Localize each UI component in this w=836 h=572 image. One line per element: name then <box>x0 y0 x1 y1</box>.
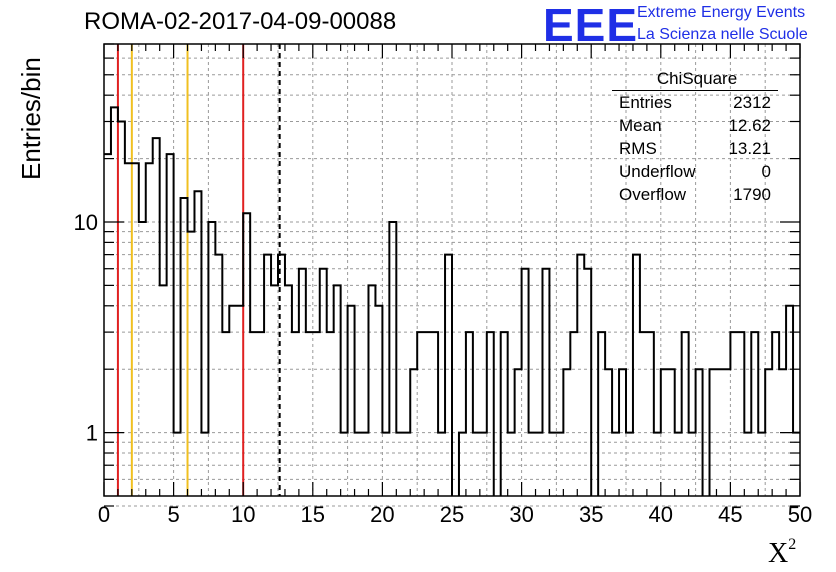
stats-value: 1790 <box>733 185 771 204</box>
x-tick-label: 25 <box>440 502 464 527</box>
stats-row-entries: Entries 2312 <box>612 91 778 114</box>
x-axis-label: X2 <box>768 536 797 570</box>
stats-row-underflow: Underflow 0 <box>612 160 778 183</box>
eee-logo: EEE <box>543 0 639 51</box>
histogram-series <box>104 106 800 496</box>
y-axis-label: Entries/bin <box>16 57 46 180</box>
chart-title: ROMA-02-2017-04-09-00088 <box>84 8 397 35</box>
stats-label: Mean <box>619 116 662 135</box>
x-tick-label: 10 <box>231 502 255 527</box>
stats-value: 0 <box>761 162 771 181</box>
stats-box: ChiSquare Entries 2312 Mean 12.62 RMS 13.21… <box>612 68 778 206</box>
y-tick-label: 1 <box>86 421 98 446</box>
axis-tick-labels: 0 5 10 15 20 25 30 35 40 45 50 1 10 <box>74 210 813 527</box>
x-tick-label: 0 <box>98 502 110 527</box>
x-tick-label: 40 <box>649 502 673 527</box>
stats-value: 12.62 <box>728 116 771 135</box>
x-axis-label-base: X <box>768 538 789 569</box>
stats-label: RMS <box>619 139 657 158</box>
x-tick-label: 35 <box>579 502 603 527</box>
stats-label: Overflow <box>619 185 687 204</box>
logo-text-line1: Extreme Energy Events <box>637 4 806 21</box>
x-tick-label: 20 <box>370 502 394 527</box>
x-axis-label-superscript: 2 <box>788 536 797 553</box>
stats-value: 2312 <box>733 93 771 112</box>
stats-row-rms: RMS 13.21 <box>612 137 778 160</box>
stats-box-title: ChiSquare <box>612 68 778 91</box>
x-tick-label: 30 <box>509 502 533 527</box>
stats-row-mean: Mean 12.62 <box>612 114 778 137</box>
x-tick-label: 5 <box>167 502 179 527</box>
x-tick-label: 15 <box>301 502 325 527</box>
axis-ticks <box>103 43 801 507</box>
reference-lines <box>116 44 281 496</box>
y-tick-label: 10 <box>74 210 98 235</box>
stats-value: 13.21 <box>728 139 771 158</box>
stats-label: Underflow <box>619 162 696 181</box>
x-tick-label: 45 <box>718 502 742 527</box>
stats-label: Entries <box>619 93 672 112</box>
logo-text-line2: La Scienza nelle Scuole <box>637 26 808 43</box>
x-tick-label: 50 <box>788 502 812 527</box>
stats-row-overflow: Overflow 1790 <box>612 183 778 206</box>
